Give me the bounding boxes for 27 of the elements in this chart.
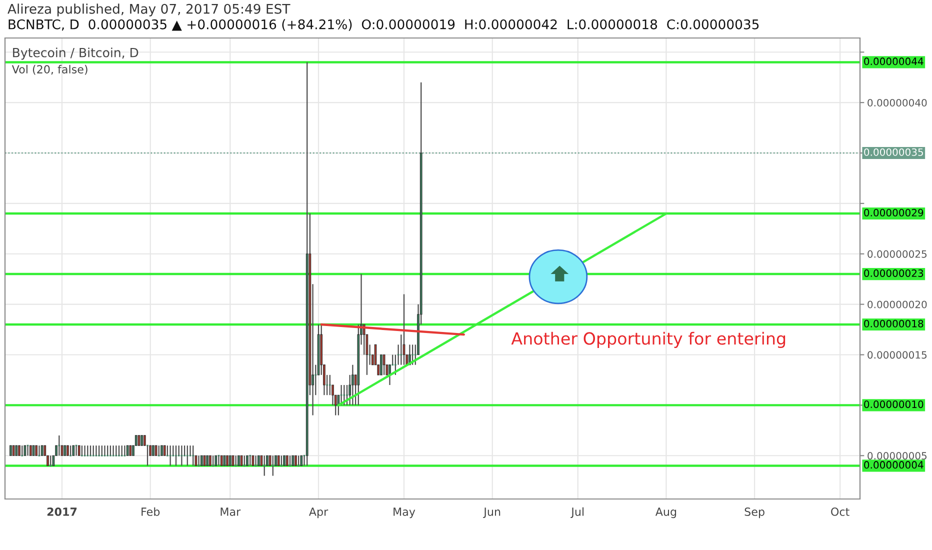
ref-line-label: 0.00000010 [864,400,924,408]
ref-line-label: 0.00000029 [864,208,924,216]
chart-title: Alireza published, May 07, 2017 05:49 EST [8,4,290,16]
ref-line-label: 0.00000023 [864,269,924,277]
y-tick-label: 0.00000020 [868,300,927,308]
ref-line-label: 0.00000018 [864,320,924,328]
annotation: Vol (20, false) [12,64,88,75]
ref-line-label: 0.00000004 [864,461,924,469]
y-tick-label: 0.00000015 [868,351,927,359]
y-tick-label: 0.00000005 [868,452,927,460]
x-tick-label: Apr [308,508,328,518]
x-tick-label: Jul [570,507,584,518]
ref-line-label: 0.00000035 [864,148,923,156]
x-tick-label: Jun [483,508,500,518]
x-tick-label: 2017 [47,508,77,516]
x-tick-label: Feb [142,507,160,516]
annotation: Another Opportunity for entering [511,332,786,348]
chart-subtitle: BCNBTC, D 0.00000035 ▲ +0.00000016 (+84.21%) O:0.00000019 H:0.00000042 L:0.00000018 C:0.00000035 [8,19,759,31]
x-tick-label: Sep [744,508,764,518]
x-tick-label: Aug [655,508,676,518]
ref-line-label: 0.00000044 [864,58,924,66]
y-tick-label: 0.00000025 [868,250,927,258]
annotation: Bytecoin / Bitcoin, D [13,48,138,60]
x-tick-label: Oct [831,508,850,516]
x-tick-label: May [394,508,416,518]
x-tick-label: Mar [220,508,241,516]
y-tick-label: 0.00000040 [868,98,927,106]
